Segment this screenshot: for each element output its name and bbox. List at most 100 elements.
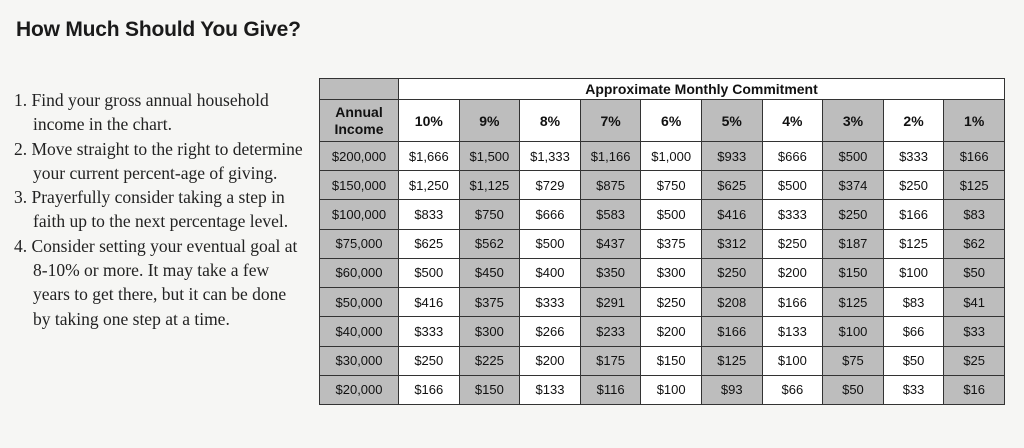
commitment-cell: $500 [398, 257, 460, 289]
commitment-cell: $100 [822, 316, 884, 347]
commitment-cell: $333 [519, 287, 581, 318]
commitment-cell: $166 [761, 287, 824, 318]
percentage-header: 10% [398, 99, 460, 142]
commitment-cell: $500 [822, 140, 884, 172]
commitment-cell: $416 [700, 199, 763, 230]
commitment-cell: $150 [640, 345, 702, 376]
table-row: $20,000 $166 $150 $133 $116 $100 $93 $66 $50 $33 $… [319, 374, 1005, 406]
commitment-cell: $175 [579, 345, 642, 376]
commitment-cell: $83 [882, 287, 945, 318]
commitment-cell: $500 [761, 170, 824, 201]
commitment-cell: $166 [882, 199, 945, 230]
commitment-cell: $500 [640, 199, 702, 230]
commitment-cell: $1,000 [640, 140, 702, 172]
commitment-cell: $166 [943, 140, 1005, 172]
commitment-cell: $166 [700, 316, 763, 347]
commitment-cell: $300 [640, 257, 702, 289]
commitment-cell: $750 [640, 170, 702, 201]
table-row: $40,000 $333 $300 $266 $233 $200 $166 $133 $100 $… [319, 316, 1005, 347]
commitment-header: Approximate Monthly Commitment [398, 78, 1005, 100]
commitment-cell: $333 [882, 140, 945, 172]
commitment-cell: $33 [882, 374, 945, 406]
commitment-cell: $93 [700, 374, 763, 406]
giving-table: Approximate Monthly Commitment Annual In… [319, 78, 1005, 406]
commitment-cell: $66 [761, 374, 824, 406]
commitment-cell: $400 [519, 257, 581, 289]
income-cell: $100,000 [319, 199, 399, 230]
commitment-cell: $66 [882, 316, 945, 347]
commitment-cell: $562 [458, 228, 521, 259]
table-row: $30,000 $250 $225 $200 $175 $150 $125 $100 $75 $5… [319, 345, 1005, 376]
commitment-cell: $1,250 [398, 170, 460, 201]
income-header-line2: Income [334, 120, 384, 137]
commitment-cell: $125 [822, 287, 884, 318]
commitment-cell: $450 [458, 257, 521, 289]
income-cell: $30,000 [319, 345, 399, 376]
commitment-cell: $666 [519, 199, 581, 230]
commitment-cell: $1,500 [458, 140, 521, 172]
instruction-step: 2. Move straight to the right to determi… [14, 138, 303, 183]
percentage-header: 8% [519, 99, 581, 142]
instruction-step: 4. Consider setting your eventual goal a… [14, 235, 298, 329]
commitment-cell: $833 [398, 199, 460, 230]
commitment-cell: $266 [519, 316, 581, 347]
table-header-row: Approximate Monthly Commitment [319, 78, 1005, 100]
commitment-cell: $250 [882, 170, 945, 201]
commitment-cell: $1,166 [579, 140, 642, 172]
commitment-cell: $500 [519, 228, 581, 259]
income-cell: $200,000 [319, 140, 399, 172]
income-cell: $150,000 [319, 170, 399, 201]
instruction-step: 1. Find your gross annual household inco… [14, 90, 269, 135]
commitment-cell: $374 [822, 170, 884, 201]
commitment-cell: $625 [700, 170, 763, 201]
percentage-header: 9% [458, 99, 521, 142]
commitment-cell: $933 [700, 140, 763, 172]
commitment-cell: $150 [822, 257, 884, 289]
commitment-cell: $250 [398, 345, 460, 376]
instructions-list: 1. Find your gross annual household inco… [14, 88, 304, 331]
commitment-cell: $100 [640, 374, 702, 406]
table-corner-cell [319, 78, 399, 100]
commitment-cell: $62 [943, 228, 1005, 259]
commitment-cell: $750 [458, 199, 521, 230]
percentage-header: 2% [882, 99, 945, 142]
commitment-cell: $16 [943, 374, 1005, 406]
percentage-header: 4% [761, 99, 824, 142]
percentage-header: 3% [822, 99, 884, 142]
commitment-cell: $437 [579, 228, 642, 259]
percentage-header-row: Annual Income 10% 9% 8% 7% 6% 5% 4% 3% 2% 1% [319, 99, 1005, 142]
commitment-cell: $666 [761, 140, 824, 172]
commitment-cell: $375 [458, 287, 521, 318]
commitment-cell: $50 [882, 345, 945, 376]
table-row: $50,000 $416 $375 $333 $291 $250 $208 $166 $125 $… [319, 287, 1005, 318]
commitment-cell: $250 [700, 257, 763, 289]
commitment-cell: $125 [882, 228, 945, 259]
commitment-cell: $200 [640, 316, 702, 347]
commitment-cell: $1,666 [398, 140, 460, 172]
commitment-cell: $150 [458, 374, 521, 406]
commitment-cell: $100 [882, 257, 945, 289]
percentage-header: 7% [579, 99, 642, 142]
commitment-cell: $729 [519, 170, 581, 201]
commitment-cell: $33 [943, 316, 1005, 347]
commitment-cell: $133 [519, 374, 581, 406]
commitment-cell: $166 [398, 374, 460, 406]
percentage-header: 5% [700, 99, 763, 142]
commitment-cell: $350 [579, 257, 642, 289]
commitment-cell: $625 [398, 228, 460, 259]
commitment-cell: $50 [822, 374, 884, 406]
commitment-cell: $83 [943, 199, 1005, 230]
income-header-line1: Annual [335, 103, 383, 120]
commitment-cell: $41 [943, 287, 1005, 318]
commitment-cell: $125 [943, 170, 1005, 201]
commitment-cell: $250 [640, 287, 702, 318]
commitment-cell: $208 [700, 287, 763, 318]
table-row: $150,000 $1,250 $1,125 $729 $875 $750 $625 $500… [319, 170, 1005, 201]
commitment-cell: $225 [458, 345, 521, 376]
page-title: How Much Should You Give? [16, 18, 301, 41]
commitment-cell: $200 [761, 257, 824, 289]
percentage-header: 1% [943, 99, 1005, 142]
commitment-cell: $375 [640, 228, 702, 259]
commitment-cell: $1,333 [519, 140, 581, 172]
income-cell: $60,000 [319, 257, 399, 289]
